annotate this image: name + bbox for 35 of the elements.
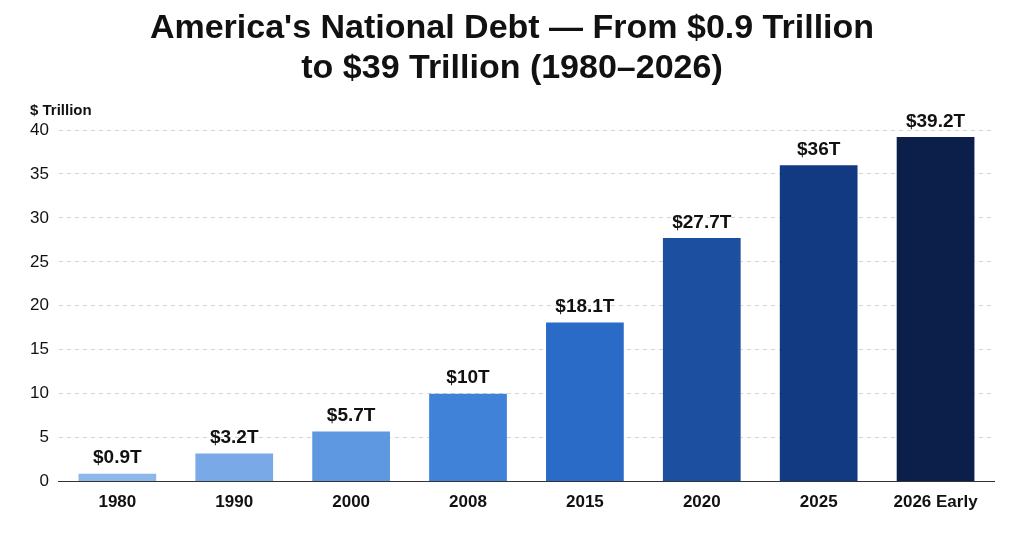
y-tick-label: 25 xyxy=(29,251,49,271)
data-label: $3.2T xyxy=(209,426,259,448)
data-label: $0.9T xyxy=(93,446,143,468)
x-tick-label: 1980 xyxy=(98,492,137,512)
y-tick-label: 10 xyxy=(29,383,49,403)
data-label: $18.1T xyxy=(555,295,615,317)
bar xyxy=(546,322,624,482)
data-label: $5.7T xyxy=(326,404,376,426)
y-tick-label: 40 xyxy=(29,119,49,139)
y-tick-label: 20 xyxy=(29,295,49,315)
x-tick-label: 1990 xyxy=(215,492,254,512)
x-tick-label: 2025 xyxy=(799,492,838,512)
bar xyxy=(662,238,741,482)
bar xyxy=(195,453,274,482)
x-tick-label: 2015 xyxy=(565,492,604,512)
y-tick-label: 35 xyxy=(29,163,49,183)
bar xyxy=(78,473,157,482)
data-label: $10T xyxy=(446,366,491,388)
bar xyxy=(779,165,858,482)
y-tick-label: 30 xyxy=(29,207,49,227)
x-tick-label: 2020 xyxy=(682,492,721,512)
x-tick-label: 2008 xyxy=(449,492,487,512)
bar xyxy=(429,393,507,482)
y-tick-label: 5 xyxy=(39,427,49,447)
data-label: $27.7T xyxy=(672,210,732,232)
bar xyxy=(896,137,975,482)
x-tick-label: 2000 xyxy=(332,492,371,512)
bar xyxy=(312,431,390,482)
y-tick-label: 0 xyxy=(39,471,49,491)
data-label: $36T xyxy=(797,137,841,159)
x-tick-label: 2026 Early xyxy=(893,492,979,512)
chart-title: America's National Debt — From $0.9 Trillion to $39 Trillion (1980–2026) xyxy=(148,6,876,86)
data-label: $39.2T xyxy=(905,109,966,131)
y-tick-label: 15 xyxy=(29,339,49,359)
y-axis-title: $ Trillion xyxy=(30,100,92,118)
